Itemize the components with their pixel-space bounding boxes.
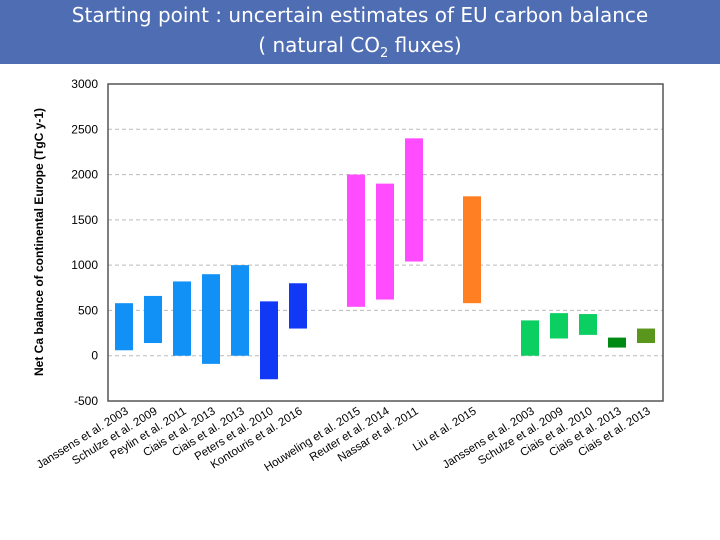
bar-4 — [231, 265, 249, 356]
bar-5 — [260, 301, 278, 380]
y-tick-label: 1500 — [71, 213, 98, 227]
bar-15 — [637, 328, 655, 344]
bar-7 — [347, 174, 365, 307]
title-line-2: ( natural CO2 fluxes) — [258, 33, 462, 61]
bar-11 — [521, 320, 539, 356]
bar-13 — [579, 314, 597, 335]
bar-10 — [463, 196, 481, 304]
y-tick-label: 1000 — [71, 258, 98, 272]
y-axis-label: Net Ca balance of continental Europe (Tg… — [32, 108, 46, 376]
bar-2 — [173, 281, 191, 356]
y-tick-label: 0 — [91, 349, 98, 363]
y-tick-label: 2000 — [71, 168, 98, 182]
bar-1 — [144, 295, 162, 344]
y-tick-label: 2500 — [71, 122, 98, 136]
slide-title: Starting point : uncertain estimates of … — [0, 0, 720, 64]
bar-3 — [202, 274, 220, 364]
bar-8 — [376, 183, 394, 300]
title-line-1: Starting point : uncertain estimates of … — [71, 3, 649, 27]
bar-9 — [405, 138, 423, 262]
y-tick-label: 3000 — [71, 77, 98, 91]
bar-0 — [115, 303, 133, 351]
y-tick-label: -500 — [74, 394, 98, 408]
bar-6 — [289, 283, 307, 329]
plot-frame — [107, 83, 664, 402]
y-tick-label: 500 — [78, 303, 98, 317]
bar-14 — [608, 337, 626, 348]
bar-12 — [550, 313, 568, 339]
